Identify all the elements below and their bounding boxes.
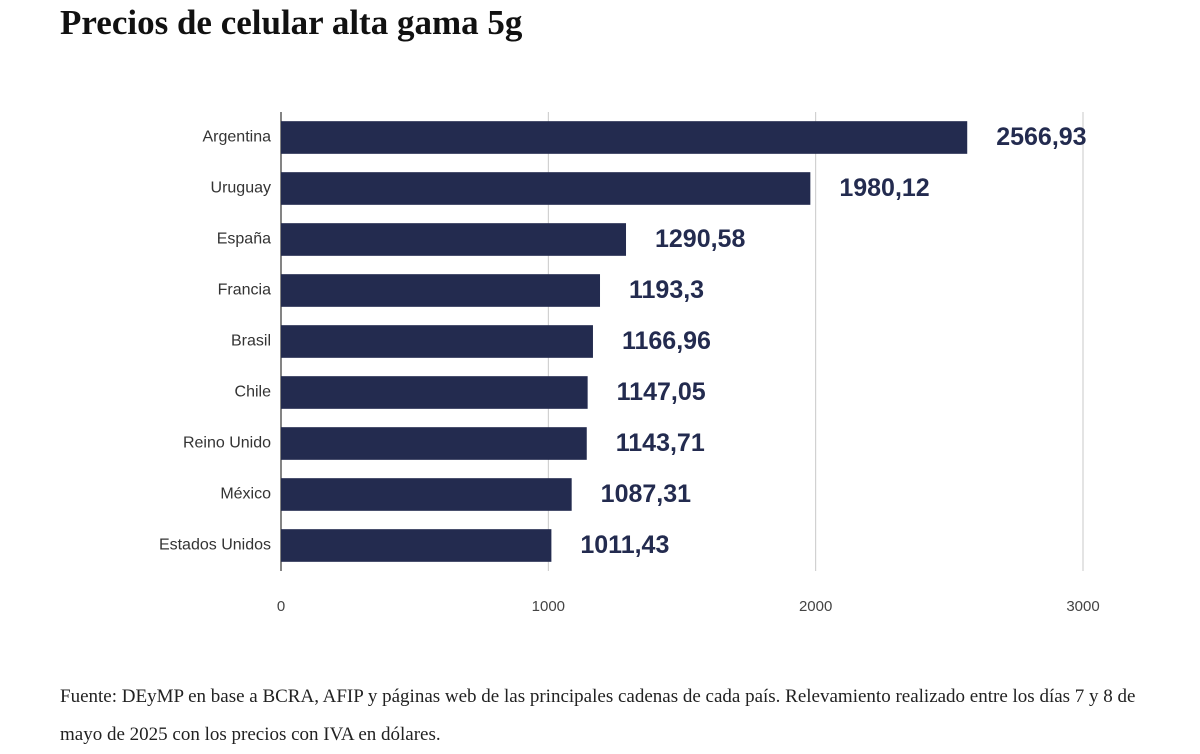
value-label: 1087,31 bbox=[601, 480, 691, 508]
chart-title: Precios de celular alta gama 5g bbox=[60, 3, 523, 42]
value-label: 1147,05 bbox=[617, 378, 706, 406]
value-label: 2566,93 bbox=[996, 123, 1086, 151]
value-label: 1143,71 bbox=[616, 429, 705, 457]
y-tick-label: Brasil bbox=[231, 333, 271, 350]
y-tick-label: España bbox=[217, 231, 271, 248]
value-label: 1193,3 bbox=[629, 276, 704, 304]
y-tick-label: Argentina bbox=[203, 129, 272, 146]
bar bbox=[281, 325, 593, 358]
bar bbox=[281, 427, 587, 460]
y-tick-label: Francia bbox=[218, 282, 271, 299]
bar bbox=[281, 478, 572, 511]
bar bbox=[281, 376, 588, 409]
x-tick-label: 2000 bbox=[799, 598, 832, 615]
bar bbox=[281, 121, 968, 154]
y-tick-label: Estados Unidos bbox=[159, 537, 271, 554]
y-tick-label: Uruguay bbox=[211, 180, 271, 197]
value-label: 1011,43 bbox=[580, 531, 669, 559]
value-label: 1980,12 bbox=[839, 174, 929, 202]
y-tick-label: Chile bbox=[235, 384, 272, 401]
x-tick-label: 3000 bbox=[1066, 598, 1099, 615]
value-label: 1290,58 bbox=[655, 225, 745, 253]
bar bbox=[281, 172, 811, 205]
bar bbox=[281, 223, 627, 256]
bar bbox=[281, 529, 552, 562]
value-label: 1166,96 bbox=[622, 327, 711, 355]
source-note: Fuente: DEyMP en base a BCRA, AFIP y pág… bbox=[60, 686, 1136, 745]
y-tick-label: Reino Unido bbox=[183, 435, 271, 452]
x-tick-label: 1000 bbox=[532, 598, 565, 615]
y-tick-label: México bbox=[220, 486, 271, 503]
x-tick-label: 0 bbox=[277, 598, 285, 615]
bar bbox=[281, 274, 601, 307]
